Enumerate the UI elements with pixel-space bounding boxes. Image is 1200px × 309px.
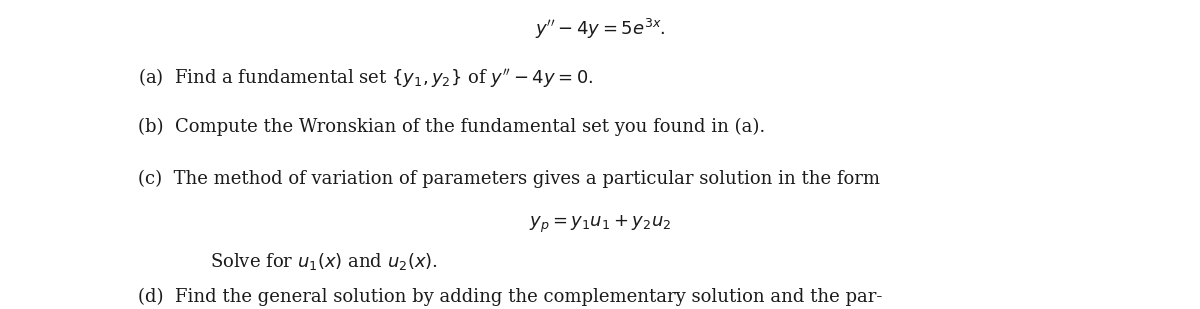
Text: (a)  Find a fundamental set $\{y_1, y_2\}$ of $y'' - 4y = 0.$: (a) Find a fundamental set $\{y_1, y_2\}… (138, 66, 593, 89)
Text: (d)  Find the general solution by adding the complementary solution and the par-: (d) Find the general solution by adding … (138, 288, 882, 306)
Text: Solve for $u_1(x)$ and $u_2(x)$.: Solve for $u_1(x)$ and $u_2(x)$. (210, 251, 438, 272)
Text: $y'' - 4y = 5e^{3x}.$: $y'' - 4y = 5e^{3x}.$ (535, 17, 665, 41)
Text: $y_p = y_1 u_1 + y_2 u_2$: $y_p = y_1 u_1 + y_2 u_2$ (529, 214, 671, 235)
Text: (b)  Compute the Wronskian of the fundamental set you found in (a).: (b) Compute the Wronskian of the fundame… (138, 118, 766, 136)
Text: (c)  The method of variation of parameters gives a particular solution in the fo: (c) The method of variation of parameter… (138, 170, 880, 188)
